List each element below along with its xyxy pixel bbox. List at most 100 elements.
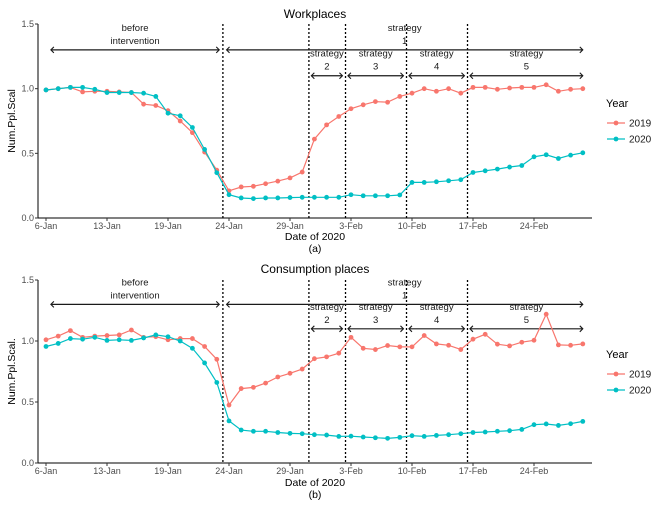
data-point-2019 bbox=[251, 384, 256, 390]
data-point-2020 bbox=[409, 180, 415, 185]
data-point-2020 bbox=[129, 90, 134, 95]
arrow-head-left-icon bbox=[50, 301, 55, 308]
data-point-2019 bbox=[446, 342, 451, 348]
data-point-2019 bbox=[458, 347, 464, 352]
s5-label-bottom: 5 bbox=[524, 62, 529, 73]
s5-label-bottom: 5 bbox=[524, 315, 529, 326]
data-point-2020 bbox=[263, 195, 268, 201]
data-point-2019 bbox=[519, 339, 525, 345]
data-point-2019 bbox=[348, 334, 354, 340]
arrow-head-left-icon bbox=[408, 72, 413, 80]
y-axis-title: Num.Ppl.Scal bbox=[6, 89, 18, 153]
data-point-2019 bbox=[299, 169, 305, 175]
data-point-2019 bbox=[434, 88, 439, 94]
arrow-head-left-icon bbox=[225, 301, 230, 308]
data-point-2019 bbox=[312, 136, 317, 142]
x-tick-label: 24-Feb bbox=[520, 221, 549, 231]
y-tick-label: 0.5 bbox=[21, 397, 34, 407]
data-point-2019 bbox=[568, 342, 573, 348]
x-tick-label: 10-Feb bbox=[398, 466, 427, 476]
data-point-2020 bbox=[507, 164, 512, 170]
arrow-head-right-icon bbox=[579, 325, 584, 333]
arrow-head-right-icon bbox=[579, 72, 584, 80]
data-point-2019 bbox=[190, 336, 195, 341]
s2-label-bottom: 2 bbox=[324, 315, 329, 326]
data-point-2019 bbox=[507, 343, 512, 349]
data-point-2020 bbox=[116, 337, 122, 343]
data-point-2020 bbox=[336, 434, 342, 439]
data-point-2020 bbox=[556, 156, 561, 161]
chart-panel-1: Workplaces 0.0 0.5 1.0 1.5 6-Jan 13-Jan 19-Jan 2… bbox=[6, 7, 652, 255]
x-tick-label: 24-Jan bbox=[215, 221, 243, 231]
data-point-2020 bbox=[251, 196, 256, 202]
data-point-2019 bbox=[43, 337, 49, 343]
data-point-2020 bbox=[116, 90, 122, 95]
data-point-2019 bbox=[556, 342, 561, 348]
series-line-2020 bbox=[45, 86, 583, 200]
data-point-2020 bbox=[385, 435, 390, 441]
data-point-2020 bbox=[360, 434, 366, 440]
x-tick-label: 29-Jan bbox=[276, 466, 304, 476]
data-point-2019 bbox=[482, 84, 488, 90]
data-point-2020 bbox=[177, 113, 183, 119]
s4-label-bottom: 4 bbox=[434, 315, 439, 326]
data-point-2019 bbox=[409, 90, 415, 96]
data-point-2020 bbox=[348, 192, 354, 198]
data-point-2019 bbox=[177, 118, 183, 124]
data-point-2019 bbox=[141, 101, 147, 107]
data-point-2019 bbox=[458, 90, 464, 96]
data-point-2019 bbox=[531, 337, 537, 343]
arrow-head-left-icon bbox=[50, 46, 55, 54]
data-point-2019 bbox=[287, 370, 293, 376]
data-point-2020 bbox=[507, 428, 512, 434]
data-point-2020 bbox=[397, 192, 403, 198]
arrow-head-left-icon bbox=[310, 72, 315, 80]
data-point-2020 bbox=[299, 194, 305, 200]
arrow-head-right-icon bbox=[461, 72, 466, 80]
data-point-2020 bbox=[43, 344, 49, 349]
data-point-2019 bbox=[299, 366, 305, 372]
s1-label-top: strategy bbox=[388, 277, 422, 288]
data-point-2020 bbox=[568, 152, 573, 158]
data-point-2020 bbox=[580, 418, 586, 424]
data-point-2020 bbox=[238, 195, 244, 201]
data-point-2020 bbox=[348, 433, 354, 439]
legend-label: 2019 bbox=[629, 370, 652, 381]
data-point-2020 bbox=[55, 86, 61, 92]
data-point-2019 bbox=[336, 114, 342, 119]
data-point-2020 bbox=[104, 337, 110, 343]
data-point-2020 bbox=[421, 180, 427, 185]
data-point-2019 bbox=[324, 354, 329, 360]
y-axis-title: Num.Ppl.Scal. bbox=[6, 338, 18, 405]
data-point-2020 bbox=[263, 428, 268, 434]
data-point-2019 bbox=[470, 84, 476, 90]
s3-label-top: strategy bbox=[359, 302, 393, 313]
data-point-2020 bbox=[543, 421, 549, 427]
data-point-2020 bbox=[336, 194, 342, 200]
x-tick-label: 3-Feb bbox=[339, 466, 363, 476]
data-point-2020 bbox=[251, 428, 256, 434]
y-tick-label: 0.0 bbox=[21, 458, 34, 468]
arrow-head-right-icon bbox=[579, 46, 584, 54]
s1-label-bottom: 1 bbox=[402, 36, 407, 47]
arrow-head-right-icon bbox=[400, 325, 405, 333]
x-tick-label: 19-Jan bbox=[154, 466, 182, 476]
s4-label-bottom: 4 bbox=[434, 62, 439, 73]
s3-label-bottom: 3 bbox=[373, 315, 378, 326]
data-point-2019 bbox=[434, 341, 439, 347]
y-tick-label: 1.5 bbox=[21, 19, 34, 29]
legend-label: 2020 bbox=[629, 135, 652, 146]
x-tick-label: 13-Jan bbox=[93, 466, 121, 476]
data-point-2019 bbox=[348, 106, 354, 112]
data-point-2020 bbox=[434, 433, 439, 438]
data-point-2019 bbox=[373, 99, 378, 104]
data-point-2020 bbox=[80, 84, 85, 90]
data-point-2020 bbox=[373, 193, 378, 199]
data-point-2019 bbox=[495, 341, 500, 347]
series-2020 bbox=[43, 332, 586, 441]
x-tick-label: 6-Jan bbox=[35, 466, 58, 476]
before-label-bottom: intervention bbox=[110, 36, 159, 47]
x-tick-label: 6-Jan bbox=[35, 221, 58, 231]
data-point-2020 bbox=[421, 434, 427, 439]
x-tick-label: 24-Feb bbox=[520, 466, 549, 476]
